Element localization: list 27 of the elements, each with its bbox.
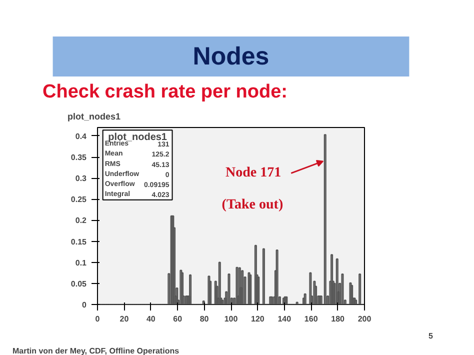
x-tick-label: 180 xyxy=(331,314,346,324)
y-tick-label: 0.15 xyxy=(70,237,88,246)
y-tick-label: 0.35 xyxy=(70,153,88,162)
x-tick-label: 40 xyxy=(146,314,156,324)
y-tick-label: 0.25 xyxy=(70,195,88,204)
text: Martin von der Mey, CDF, Offline Operations xyxy=(12,346,180,355)
chart-title: Nodes xyxy=(192,42,270,70)
y-tick-label: 0.2 xyxy=(75,216,88,226)
y-tick-label: 0 xyxy=(82,300,88,310)
x-tick-label: 100 xyxy=(224,314,238,324)
text: 5 xyxy=(428,332,434,340)
x-tick-label: 0 xyxy=(95,314,100,324)
y-tick-label: 0.1 xyxy=(75,258,88,268)
x-tick-label: 120 xyxy=(251,314,265,324)
y-tick-label: 0.05 xyxy=(70,279,88,288)
x-tick-label: 160 xyxy=(304,314,318,324)
x-tick-label: 200 xyxy=(358,314,372,324)
chart-subtitle: Check crash rate per node: xyxy=(42,82,288,102)
x-tick-label: 60 xyxy=(173,314,183,324)
text: plot_nodes1 xyxy=(68,112,121,122)
y-tick-label: 0.4 xyxy=(75,132,88,141)
x-tick-label: 20 xyxy=(120,314,130,324)
annotation: (Take out) xyxy=(222,198,284,213)
annotation: Node 171 xyxy=(226,166,282,181)
y-tick-label: 0.3 xyxy=(75,174,88,184)
x-tick-label: 80 xyxy=(200,314,210,324)
x-tick-label: 140 xyxy=(278,314,292,324)
